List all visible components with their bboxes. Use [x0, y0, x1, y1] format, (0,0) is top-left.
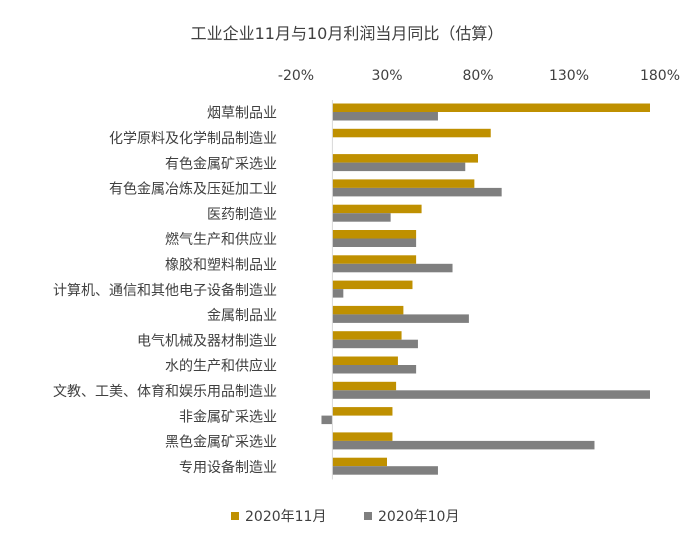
- bar-2020-10: [332, 263, 453, 273]
- category-label: 化学原料及化学制品制造业: [109, 131, 277, 147]
- category-label: 金属制品业: [207, 308, 277, 324]
- category-label: 电气机械及器材制造业: [137, 333, 277, 349]
- bar-2020-10: [332, 390, 650, 399]
- category-label: 燃气生产和供应业: [165, 231, 277, 248]
- x-tick-label: 130%: [549, 68, 589, 84]
- x-tick-label: 180%: [640, 68, 680, 84]
- bar-2020-10: [332, 314, 469, 323]
- legend-swatch: [231, 512, 239, 520]
- x-tick-label: -20%: [278, 68, 314, 84]
- bar-2020-11: [332, 103, 650, 112]
- bar-2020-10: [332, 440, 595, 450]
- bar-2020-11: [332, 407, 393, 416]
- bar-2020-10: [332, 112, 438, 121]
- bar-2020-11: [332, 128, 491, 138]
- bar-2020-11: [332, 179, 475, 188]
- category-label: 专用设备制造业: [179, 459, 277, 476]
- category-label: 水的生产和供应业: [165, 358, 277, 375]
- bar-2020-11: [332, 331, 402, 340]
- bar-2020-10: [332, 466, 438, 475]
- bar-2020-10: [332, 339, 418, 349]
- legend: 2020年11月 2020年10月: [231, 509, 459, 525]
- bar-2020-10: [332, 365, 417, 374]
- bar-2020-10: [332, 289, 344, 298]
- bar-2020-11: [332, 230, 417, 239]
- category-label: 橡胶和塑料制品业: [165, 256, 277, 273]
- bar-2020-11: [332, 457, 387, 467]
- legend-swatch: [364, 512, 372, 520]
- bar-2020-11: [332, 356, 398, 365]
- category-label: 文教、工美、体育和娱乐用品制造业: [53, 384, 277, 400]
- bar-2020-10: [332, 238, 417, 247]
- bar-2020-11: [332, 305, 404, 315]
- bar-2020-11: [332, 255, 417, 264]
- legend-label: 2020年11月: [245, 509, 326, 525]
- category-label: 计算机、通信和其他电子设备制造业: [53, 282, 277, 299]
- category-label: 有色金属矿采选业: [165, 155, 277, 172]
- category-label: 黑色金属矿采选业: [165, 434, 277, 451]
- bar-2020-10: [332, 187, 502, 197]
- bar-2020-10: [332, 213, 391, 222]
- x-tick-label: 30%: [371, 68, 402, 84]
- category-label: 有色金属冶炼及压延加工业: [109, 181, 277, 198]
- bar-2020-10: [332, 162, 466, 172]
- category-label: 非金属矿采选业: [179, 409, 277, 425]
- category-label: 医药制造业: [207, 207, 277, 223]
- legend-label: 2020年10月: [378, 509, 459, 525]
- bar-2020-10: [321, 415, 333, 425]
- category-label: 烟草制品业: [207, 106, 277, 122]
- bar-2020-11: [332, 204, 422, 214]
- bar-2020-11: [332, 280, 413, 290]
- bar-2020-11: [332, 154, 478, 163]
- bar-2020-11: [332, 381, 397, 391]
- bar-2020-11: [332, 432, 393, 441]
- x-tick-label: 80%: [462, 68, 493, 84]
- chart-title: 工业企业11月与10月利润当月同比（估算）: [191, 24, 504, 43]
